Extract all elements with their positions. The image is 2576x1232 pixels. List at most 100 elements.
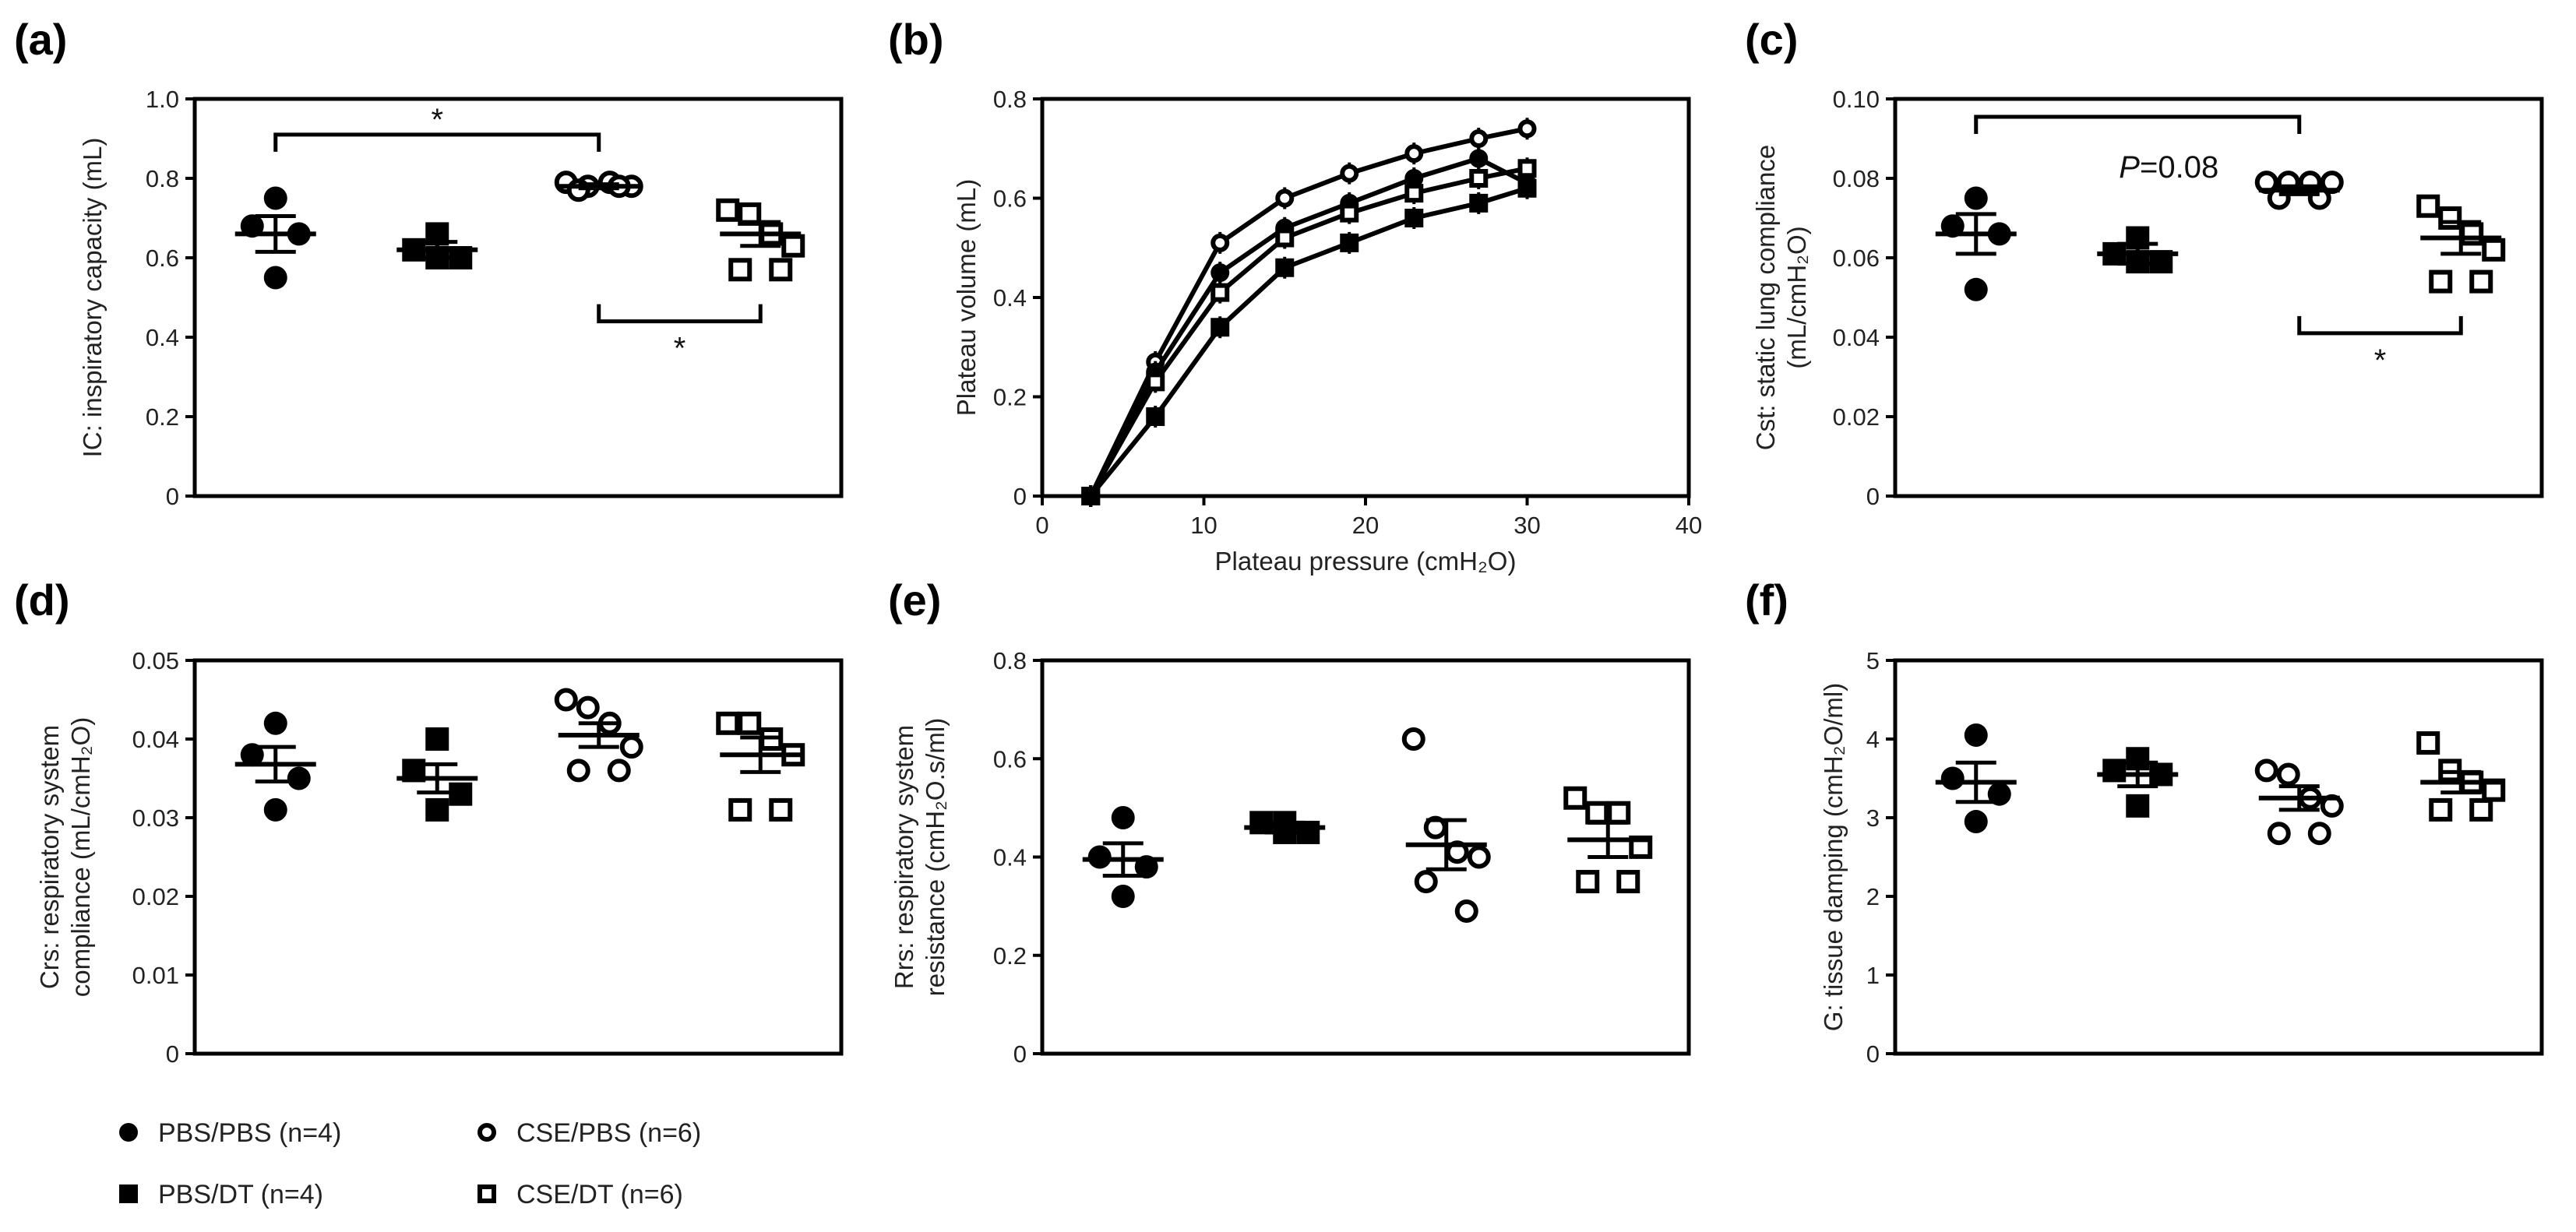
legend-label: PBS/PBS (n=4) xyxy=(158,1118,341,1148)
data-point xyxy=(2469,269,2493,294)
data-point xyxy=(263,186,287,210)
data-point xyxy=(1210,283,1230,302)
y-axis-label: IC: inspiratory capacity (mL) xyxy=(78,138,107,458)
panel-c: (c) 0 0.02 0.04 0.06 0.08 0.10 Cst: static lung… xyxy=(1745,15,2544,510)
data-point xyxy=(1404,144,1424,164)
data-point xyxy=(425,797,449,822)
y-tick-label: 0.4 xyxy=(993,284,1027,312)
data-point xyxy=(566,759,590,783)
y-tick-label: 0 xyxy=(1013,483,1027,510)
data-point xyxy=(1081,487,1101,505)
data-point xyxy=(1275,258,1295,277)
panel-letter-c: (c) xyxy=(1745,15,1798,64)
y-tick-label: 0.2 xyxy=(993,942,1027,970)
panel-letter-d: (d) xyxy=(14,576,70,625)
data-point xyxy=(1210,318,1230,337)
y-tick-label: 0.02 xyxy=(132,883,179,910)
data-point xyxy=(2469,797,2493,822)
y-tick-label: 0.2 xyxy=(993,384,1027,411)
data-point xyxy=(1517,119,1537,139)
legend-label: PBS/DT (n=4) xyxy=(158,1180,323,1209)
data-point xyxy=(1585,801,1609,825)
significance-bracket xyxy=(273,132,601,152)
data-point xyxy=(1469,149,1489,168)
data-point xyxy=(1210,263,1230,283)
x-tick-label: 30 xyxy=(1514,512,1540,539)
data-point xyxy=(1340,164,1359,183)
legend: PBS/PBS (n=4) CSE/PBS (n=6) PBS/DT (n=4) CS… xyxy=(119,1118,701,1209)
data-point xyxy=(576,695,600,720)
data-point xyxy=(1340,233,1359,252)
data-point xyxy=(1111,806,1135,829)
y-tick-label: 0 xyxy=(1866,1040,1880,1068)
data-point xyxy=(769,797,793,822)
data-point xyxy=(728,258,752,282)
data-point xyxy=(1414,870,1438,894)
data-point xyxy=(1940,766,1965,790)
y-tick-label: 0.04 xyxy=(1833,324,1880,351)
x-axis-label: Plateau pressure (cmH₂O) xyxy=(1215,547,1517,576)
y-tick-label: 0.06 xyxy=(1833,245,1880,272)
y-tick-label: 0.4 xyxy=(146,324,179,351)
data-point xyxy=(1517,178,1537,198)
data-point xyxy=(2416,731,2440,755)
y-tick-label: 0.10 xyxy=(1833,86,1880,113)
data-point xyxy=(2307,822,2331,846)
y-tick-label: 0.08 xyxy=(1833,165,1880,192)
panel-e: (e) 0 0.2 0.4 0.6 0.8 Rrs: respiratory system r… xyxy=(888,576,1691,1068)
data-point xyxy=(1340,203,1359,223)
data-point xyxy=(1964,277,1988,301)
data-point xyxy=(1576,870,1600,894)
data-point xyxy=(781,234,805,258)
data-point xyxy=(1469,193,1489,213)
y-axis-label-line2: compliance (mL/cmH₂O) xyxy=(66,717,95,997)
significance-star: * xyxy=(674,332,686,366)
data-point xyxy=(1454,899,1478,923)
plot-frame xyxy=(192,97,844,498)
data-point xyxy=(2126,794,2150,818)
data-point xyxy=(1210,233,1230,252)
plot-frame xyxy=(1893,658,2544,1056)
y-tick-label: 0.05 xyxy=(132,647,179,674)
legend-marker-filled-circle xyxy=(119,1123,138,1142)
data-point xyxy=(716,711,740,735)
data-point xyxy=(1404,169,1424,188)
significance-bracket xyxy=(1974,114,2302,134)
panel-letter-a: (a) xyxy=(14,15,67,64)
y-tick-label: 4 xyxy=(1866,726,1880,753)
plot-frame xyxy=(1893,97,2544,498)
data-point xyxy=(1987,782,2011,806)
data-point xyxy=(2267,822,2291,846)
data-point xyxy=(738,711,762,735)
y-axis-label-line2: resistance (cmH₂O.s/ml) xyxy=(921,718,950,997)
y-axis-label: G: tissue damping (cmH₂O/ml) xyxy=(1819,683,1848,1031)
significance-star: * xyxy=(2374,343,2387,378)
data-point xyxy=(728,797,752,822)
y-tick-label: 0.03 xyxy=(132,804,179,832)
y-tick-label: 0.01 xyxy=(132,962,179,989)
data-point xyxy=(1275,228,1295,248)
y-tick-label: 0.02 xyxy=(1833,403,1880,431)
panel-letter-f: (f) xyxy=(1745,576,1788,625)
data-point xyxy=(1629,835,1653,859)
series-line-pbs-pbs xyxy=(1088,156,1528,498)
data-point xyxy=(607,759,631,783)
data-point xyxy=(2276,762,2300,787)
data-point xyxy=(716,198,740,222)
significance-bracket xyxy=(597,304,763,324)
y-tick-label: 3 xyxy=(1866,804,1880,832)
data-point xyxy=(425,727,449,751)
data-point xyxy=(1404,209,1424,227)
plot-frame xyxy=(192,658,844,1056)
data-point xyxy=(2429,797,2453,822)
y-tick-label: 0.8 xyxy=(993,647,1027,674)
data-point xyxy=(1146,372,1165,392)
panel-letter-e: (e) xyxy=(888,576,941,625)
y-tick-label: 1.0 xyxy=(146,86,179,113)
data-point xyxy=(1087,845,1112,869)
data-point xyxy=(2438,206,2462,230)
data-point xyxy=(1467,845,1491,869)
data-point xyxy=(1964,810,1988,834)
y-tick-label: 5 xyxy=(1866,647,1880,674)
y-axis-label: Crs: respiratory system xyxy=(35,725,64,989)
